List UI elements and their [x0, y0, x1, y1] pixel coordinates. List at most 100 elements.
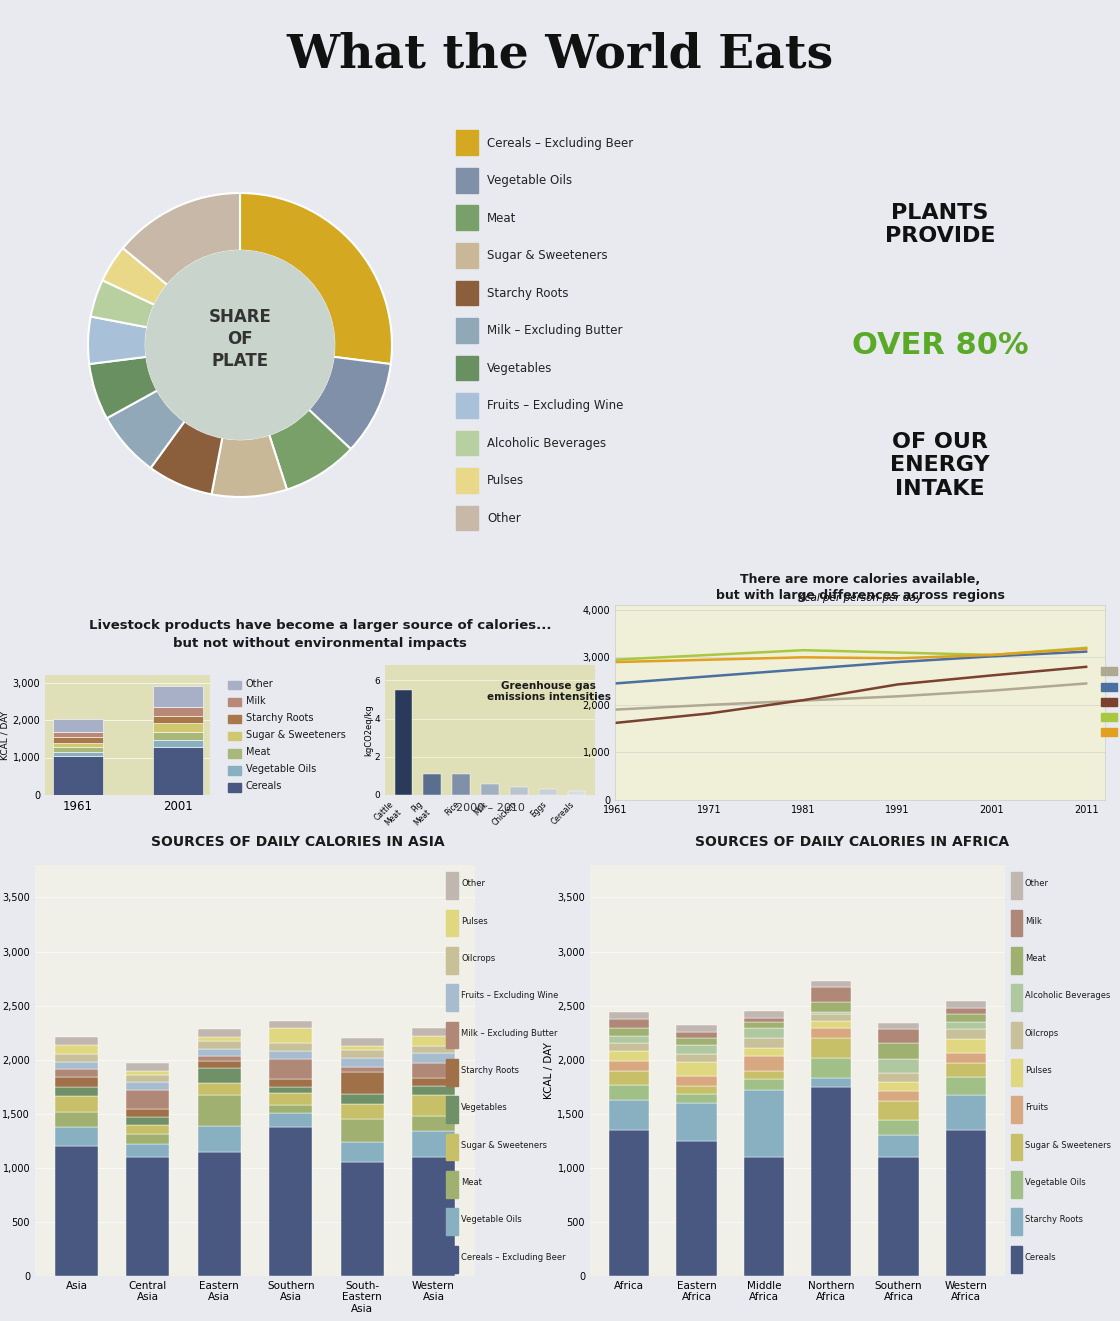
Bar [744, 1028, 784, 1038]
Bar [198, 1152, 241, 1276]
Bar [609, 1052, 650, 1061]
Bar [412, 1131, 455, 1157]
Bar [676, 1086, 717, 1094]
Bar [127, 1082, 169, 1090]
Oceania [1080, 641, 1093, 657]
Americas [796, 662, 810, 678]
Text: Vegetable Oils: Vegetable Oils [461, 1215, 522, 1225]
Bar [878, 1157, 918, 1276]
Bar [744, 1057, 784, 1070]
Bar [1011, 1172, 1021, 1198]
Bar [482, 783, 498, 795]
Bar [412, 1046, 455, 1053]
Americas [702, 668, 716, 684]
Bar [744, 1011, 784, 1017]
Text: Kcal per person per day: Kcal per person per day [797, 593, 922, 604]
Bar [878, 1044, 918, 1058]
Bar [55, 1037, 97, 1045]
Wedge shape [269, 410, 351, 490]
Bar [198, 1095, 241, 1125]
Bar [744, 1048, 784, 1057]
Bar [744, 1038, 784, 1048]
Bar [127, 1063, 169, 1070]
Bar [228, 680, 241, 690]
Bar [878, 1073, 918, 1082]
Text: Vegetable Oils: Vegetable Oils [1025, 1178, 1085, 1188]
Text: Sugar & Sweeteners: Sugar & Sweeteners [461, 1141, 547, 1149]
Bar [228, 766, 241, 774]
Bar [446, 984, 458, 1011]
Line: Africa: Africa [615, 683, 1086, 709]
Bar [446, 1021, 458, 1049]
Bar [456, 131, 478, 156]
Africa [1080, 675, 1093, 691]
Text: SOURCES OF DAILY CALORIES IN ASIA: SOURCES OF DAILY CALORIES IN ASIA [151, 835, 445, 849]
Bar [945, 1095, 986, 1129]
Bar [198, 1125, 241, 1152]
Bar [53, 737, 103, 742]
Bar [412, 1157, 455, 1276]
Bar [811, 1012, 851, 1015]
Bar [446, 1133, 458, 1160]
Americas [1080, 643, 1093, 659]
Bar [811, 1021, 851, 1028]
Bar [456, 168, 478, 193]
Text: What the World Eats: What the World Eats [287, 30, 833, 77]
Text: Meat: Meat [461, 1178, 482, 1188]
Bar [811, 1087, 851, 1276]
Bar [198, 1041, 241, 1049]
Bar [55, 1045, 97, 1054]
Bar [609, 1061, 650, 1070]
Bar [412, 1095, 455, 1116]
Bar [456, 431, 478, 456]
Bar [456, 206, 478, 230]
Bar [609, 1129, 650, 1276]
Text: OF OUR
ENERGY
INTAKE: OF OUR ENERGY INTAKE [890, 432, 990, 498]
Text: Cereals – Excluding Beer: Cereals – Excluding Beer [487, 136, 634, 149]
Bar [676, 1038, 717, 1045]
Bar [55, 1062, 97, 1070]
Bar [446, 1246, 458, 1272]
Asia [986, 667, 999, 683]
Bar [539, 789, 557, 795]
Bar [198, 1083, 241, 1095]
Line: Oceania: Oceania [615, 649, 1086, 662]
Bar [53, 732, 103, 737]
Bar [945, 1022, 986, 1029]
Bar [744, 1090, 784, 1157]
Bar [412, 1116, 455, 1131]
Bar [127, 1075, 169, 1082]
Bar [340, 1071, 383, 1094]
Bar [198, 1029, 241, 1037]
Bar [53, 748, 103, 752]
Bar [811, 1038, 851, 1058]
Bar [340, 1104, 383, 1119]
Text: Other: Other [245, 679, 273, 688]
Bar [55, 1147, 97, 1276]
Bar [53, 752, 103, 756]
Bar [228, 749, 241, 757]
Bar [456, 280, 478, 305]
Text: Sugar & Sweeteners: Sugar & Sweeteners [245, 731, 346, 740]
Bar [609, 1028, 650, 1036]
Africa [892, 688, 905, 704]
Bar [53, 719, 103, 732]
Text: Cereals: Cereals [245, 782, 282, 791]
Bar [127, 1118, 169, 1124]
Text: Milk – Excluding Butter: Milk – Excluding Butter [461, 1029, 558, 1037]
Africa [796, 692, 810, 708]
Bar [228, 697, 241, 707]
Text: Milk: Milk [245, 696, 265, 705]
Bar [811, 1028, 851, 1038]
Bar [1011, 872, 1021, 898]
Bar [456, 318, 478, 342]
Text: Fruits: Fruits [1025, 1103, 1048, 1112]
Bar [55, 1054, 97, 1062]
Text: 2000 – 2010: 2000 – 2010 [456, 803, 524, 812]
Bar [412, 1078, 455, 1086]
Bar [412, 1063, 455, 1078]
Bar [1011, 947, 1021, 974]
Text: Oilcrops: Oilcrops [1025, 1029, 1058, 1037]
Bar [878, 1058, 918, 1073]
Text: Cereals: Cereals [1025, 1252, 1056, 1262]
